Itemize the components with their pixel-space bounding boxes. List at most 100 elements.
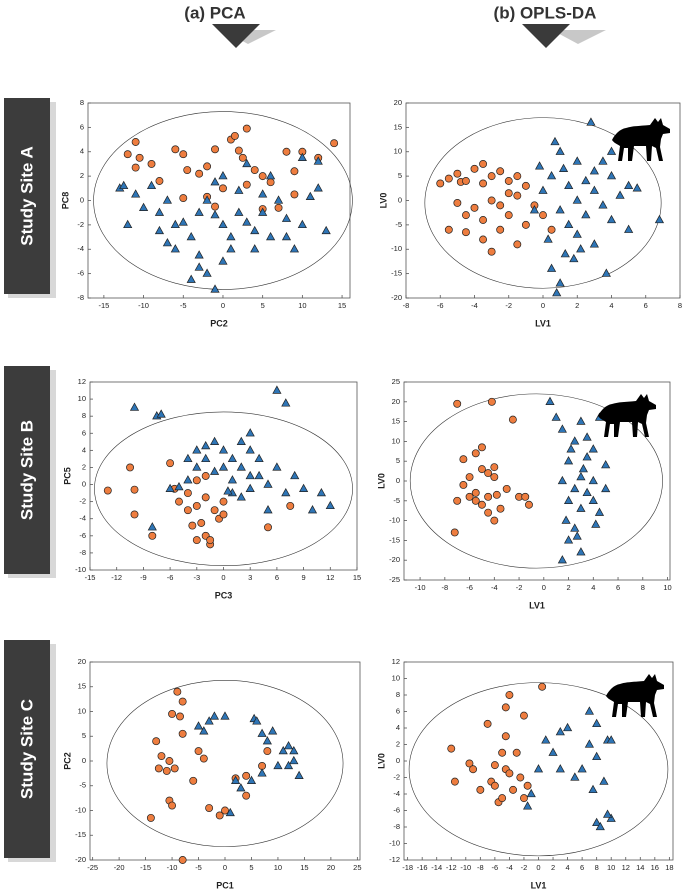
confidence-ellipse [106,680,344,847]
x-tick-label: 6 [580,863,584,872]
y-tick-label: -6 [77,269,84,278]
data-point [521,220,530,229]
data-point [513,172,522,181]
x-tick-label: -14 [431,863,442,872]
x-tick-label: 3 [248,573,252,582]
data-point [210,466,220,475]
y-tick-label: 2 [82,462,86,471]
y-tick-label: -15 [391,269,402,278]
y-tick-label: 8 [396,690,400,699]
data-point [272,385,282,394]
data-point [459,481,468,489]
data-point [471,496,480,505]
y-tick-label: 10 [78,706,86,715]
y-tick-label: -15 [75,830,86,839]
data-point [316,487,326,497]
x-tick-label: 14 [636,863,644,872]
data-point [490,516,499,525]
data-point [245,428,255,437]
x-tick-label: -5 [180,301,187,310]
x-tick-label: -2 [521,863,528,872]
data-point [502,484,511,493]
x-tick-label: 4 [565,863,569,872]
data-point [496,504,505,513]
x-tick-label: -18 [402,863,413,872]
data-point [555,278,565,287]
x-tick-label: -6 [167,573,174,582]
data-point [188,521,197,530]
y-tick-label: 25 [392,377,400,386]
x-tick-label: 0 [536,863,540,872]
data-point [205,804,214,812]
data-point [297,219,307,229]
x-tick-label: -2 [505,301,512,310]
data-point [601,483,611,493]
data-point [563,456,574,465]
data-point [201,472,210,480]
data-point [186,231,196,241]
data-point [227,453,237,463]
data-point [211,145,219,154]
data-point [218,445,229,454]
data-point [606,813,616,822]
data-point [192,536,201,545]
data-point [179,194,188,203]
data-point [245,470,255,480]
data-point [479,159,488,168]
y-tick-label: 4 [80,147,84,156]
data-point [330,139,339,148]
y-tick-label: 15 [394,122,402,131]
data-point [594,507,605,516]
data-point [606,214,617,224]
y-tick-label: -2 [393,772,400,781]
data-point [576,244,586,253]
x-tick-label: -16 [417,863,428,872]
data-point [592,751,602,761]
data-point [595,821,605,831]
data-point [624,224,634,233]
y-tick-label: 15 [78,682,86,691]
x-axis-label: PC3 [215,590,233,600]
y-tick-label: 20 [78,657,86,666]
data-point [555,146,565,155]
y-tick-label: -25 [389,575,400,584]
data-point [206,536,215,545]
x-tick-label: 12 [326,573,334,582]
data-point [257,768,267,777]
data-point [183,166,192,174]
data-point [273,195,284,204]
data-point [563,535,574,544]
data-point [513,191,522,200]
y-tick-label: 0 [398,195,402,204]
data-point [174,481,184,491]
data-point [572,195,582,204]
data-point [230,775,241,784]
y-tick-label: 10 [394,147,402,156]
data-point [154,207,165,216]
data-point [576,471,586,481]
data-point [202,268,212,277]
data-point [263,505,273,514]
data-point [192,501,201,510]
data-point [168,801,177,810]
data-point [606,735,616,744]
data-point [572,229,582,238]
data-point [576,416,586,425]
y-tick-label: 20 [392,397,400,406]
data-point [576,503,586,512]
x-axis-label: LV1 [529,600,545,610]
y-tick-label: 8 [82,411,86,420]
data-point [183,506,192,515]
wolf-icon [612,118,670,161]
data-point [490,463,499,472]
data-point [242,217,252,226]
data-point [250,166,259,174]
data-point [192,476,201,485]
data-point [194,250,204,259]
y-tick-label: -5 [79,781,86,790]
data-point [582,432,592,441]
plot-frame [87,102,351,299]
data-point [178,856,187,864]
data-point [552,288,562,297]
data-point [154,225,165,235]
